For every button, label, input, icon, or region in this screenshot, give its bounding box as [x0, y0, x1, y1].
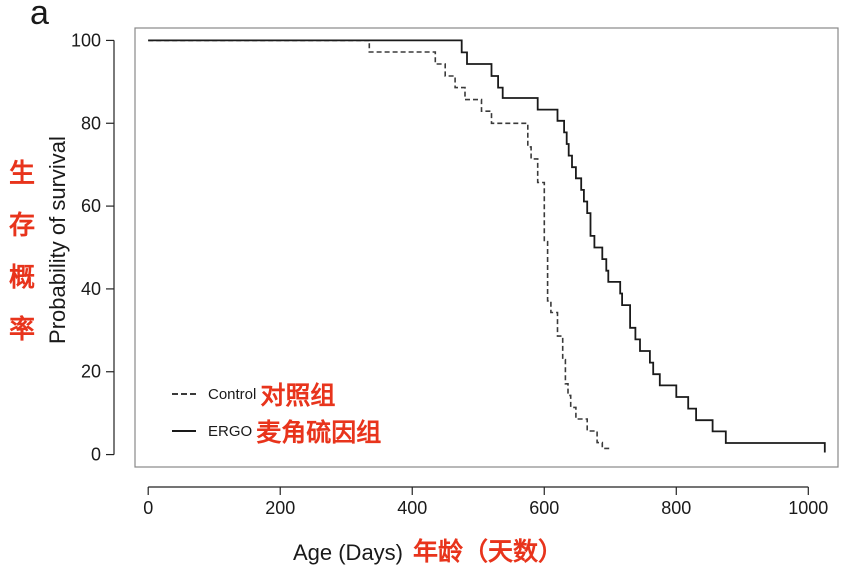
series-layer: [148, 39, 826, 453]
legend-item-ergo: ERGO 麦角硫因组: [172, 413, 381, 449]
y-axis-label-cn: 生存概率: [8, 159, 35, 345]
legend-label-control: Control: [208, 385, 257, 403]
x-axis-label-cn: 年龄（天数）: [413, 537, 564, 566]
x-axis-label: Age (Days): [292, 540, 404, 565]
y-axis-label: Probability of survival: [45, 136, 70, 344]
legend-label-control-cn: 对照组: [260, 381, 336, 410]
legend-label-ergo-cn: 麦角硫因组: [256, 418, 382, 447]
x-tick-label: 400: [397, 498, 427, 518]
x-tick-label: 800: [661, 498, 691, 518]
x-axis: 0 200 400 600 800 1000: [143, 486, 828, 518]
legend-item-control: Control 对照组: [172, 376, 335, 412]
y-tick-label: 100: [71, 30, 101, 50]
x-tick-label: 0: [143, 498, 153, 518]
y-tick-label: 0: [91, 445, 101, 465]
y-tick-label: 80: [81, 113, 101, 133]
survival-curve-control: [148, 39, 611, 450]
x-tick-label: 1000: [788, 498, 828, 518]
y-tick-label: 20: [81, 362, 101, 382]
panel-label: a: [30, 0, 49, 32]
solid-line-swatch: [172, 430, 196, 432]
x-tick-label: 600: [529, 498, 559, 518]
dashed-line-swatch: [172, 393, 196, 395]
y-tick-label: 40: [81, 279, 101, 299]
legend-label-ergo: ERGO: [208, 422, 253, 440]
plot-frame: [134, 27, 839, 468]
survival-curve-ergo: [148, 39, 826, 453]
x-tick-label: 200: [265, 498, 295, 518]
y-tick-label: 60: [81, 196, 101, 216]
x-axis-label-group: Age (Days) 年龄（天数）: [0, 532, 856, 568]
y-axis: 0 20 40 60 80 100: [71, 30, 115, 465]
plot-border: [134, 27, 839, 468]
